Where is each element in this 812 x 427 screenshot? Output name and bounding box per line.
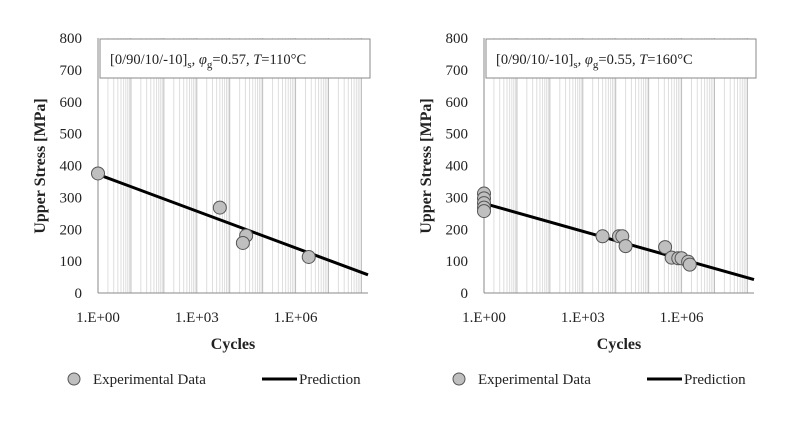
x-tick-label: 1.E+06 (660, 310, 704, 326)
legend: Experimental Data Prediction (452, 372, 746, 388)
data-point (212, 200, 227, 215)
y-tick-label: 200 (60, 222, 83, 238)
legend-experimental-marker (452, 372, 466, 386)
y-tick-label: 500 (60, 127, 83, 143)
annotation-temperature-value: =110°C (261, 52, 306, 68)
data-point (477, 204, 491, 219)
y-tick-label: 300 (60, 190, 83, 206)
x-tick-labels: 1.E+00 1.E+03 1.E+06 (462, 310, 704, 326)
x-tick-label: 1.E+03 (175, 310, 219, 326)
y-tick-label: 0 (75, 286, 83, 302)
y-tick-label: 100 (60, 254, 83, 270)
experimental-points-layer (91, 166, 316, 264)
experimental-points-layer (477, 186, 697, 272)
annotation-box: [0/90/10/-10]s, φg=0.57, T=110°C (99, 38, 371, 79)
x-axis-title: Cycles (211, 336, 255, 353)
annotation-frame (485, 38, 757, 79)
y-tick-label: 800 (60, 31, 83, 47)
axis-layer (483, 38, 754, 294)
data-point (658, 240, 673, 255)
annotation-phi-symbol: φ (199, 52, 207, 68)
y-tick-labels: 0 100 200 300 400 500 600 700 800 (446, 31, 469, 302)
y-tick-label: 400 (60, 159, 83, 175)
grid-layer (493, 38, 748, 293)
axis-layer (97, 38, 368, 294)
y-tick-labels: 0 100 200 300 400 500 600 700 800 (60, 31, 83, 302)
annotation-phi-value: =0.57, (212, 52, 253, 68)
annotation-temperature-symbol: T (639, 52, 648, 68)
annotation-layup-subscript: s (187, 59, 191, 71)
grid-layer (107, 38, 362, 293)
y-tick-label: 100 (446, 254, 469, 270)
y-tick-label: 400 (446, 159, 469, 175)
x-axis-title: Cycles (597, 336, 641, 353)
y-tick-label: 700 (60, 63, 83, 79)
annotation-text: [0/90/10/-10]s, φg=0.57, T=110°C (110, 52, 306, 71)
annotation-layup-subscript: s (573, 59, 577, 71)
x-tick-label: 1.E+00 (462, 310, 506, 326)
y-tick-label: 300 (446, 190, 469, 206)
y-tick-label: 800 (446, 31, 469, 47)
annotation-temperature-symbol: T (253, 52, 262, 68)
y-tick-label: 500 (446, 127, 469, 143)
legend-prediction-label: Prediction (684, 372, 746, 388)
annotation-phi-subscript: g (593, 59, 599, 71)
legend-experimental-label: Experimental Data (478, 372, 591, 388)
data-point (682, 257, 697, 272)
annotation-phi-symbol: φ (585, 52, 593, 68)
y-axis-title: Upper Stress [MPa] (32, 98, 49, 233)
legend-experimental-label: Experimental Data (93, 372, 206, 388)
prediction-line-layer (97, 173, 369, 277)
data-point (235, 235, 250, 250)
data-point (595, 229, 610, 244)
legend-prediction-label: Prediction (299, 372, 361, 388)
annotation-separator: , (578, 52, 585, 68)
y-tick-label: 600 (446, 95, 469, 111)
data-point (618, 239, 633, 254)
annotation-layup: [0/90/10/-10] (496, 52, 573, 68)
x-tick-label: 1.E+03 (561, 310, 605, 326)
prediction-line (97, 173, 369, 277)
annotation-phi-subscript: g (207, 59, 213, 71)
y-axis-title: Upper Stress [MPa] (418, 98, 435, 233)
data-point (301, 249, 316, 264)
y-tick-label: 700 (446, 63, 469, 79)
x-tick-labels: 1.E+00 1.E+03 1.E+06 (76, 310, 318, 326)
annotation-temperature-value: =160°C (647, 52, 692, 68)
y-tick-label: 0 (461, 286, 469, 302)
annotation-separator: , (192, 52, 199, 68)
annotation-layup: [0/90/10/-10] (110, 52, 187, 68)
x-tick-label: 1.E+06 (274, 310, 318, 326)
annotation-frame (99, 38, 371, 79)
y-tick-label: 600 (60, 95, 83, 111)
x-tick-label: 1.E+00 (76, 310, 120, 326)
y-tick-label: 200 (446, 222, 469, 238)
annotation-phi-value: =0.55, (598, 52, 639, 68)
annotation-text: [0/90/10/-10]s, φg=0.55, T=160°C (496, 52, 693, 71)
legend: Experimental Data Prediction (67, 372, 361, 388)
data-point (91, 166, 105, 181)
annotation-box: [0/90/10/-10]s, φg=0.55, T=160°C (485, 38, 757, 79)
legend-experimental-marker (67, 372, 81, 386)
